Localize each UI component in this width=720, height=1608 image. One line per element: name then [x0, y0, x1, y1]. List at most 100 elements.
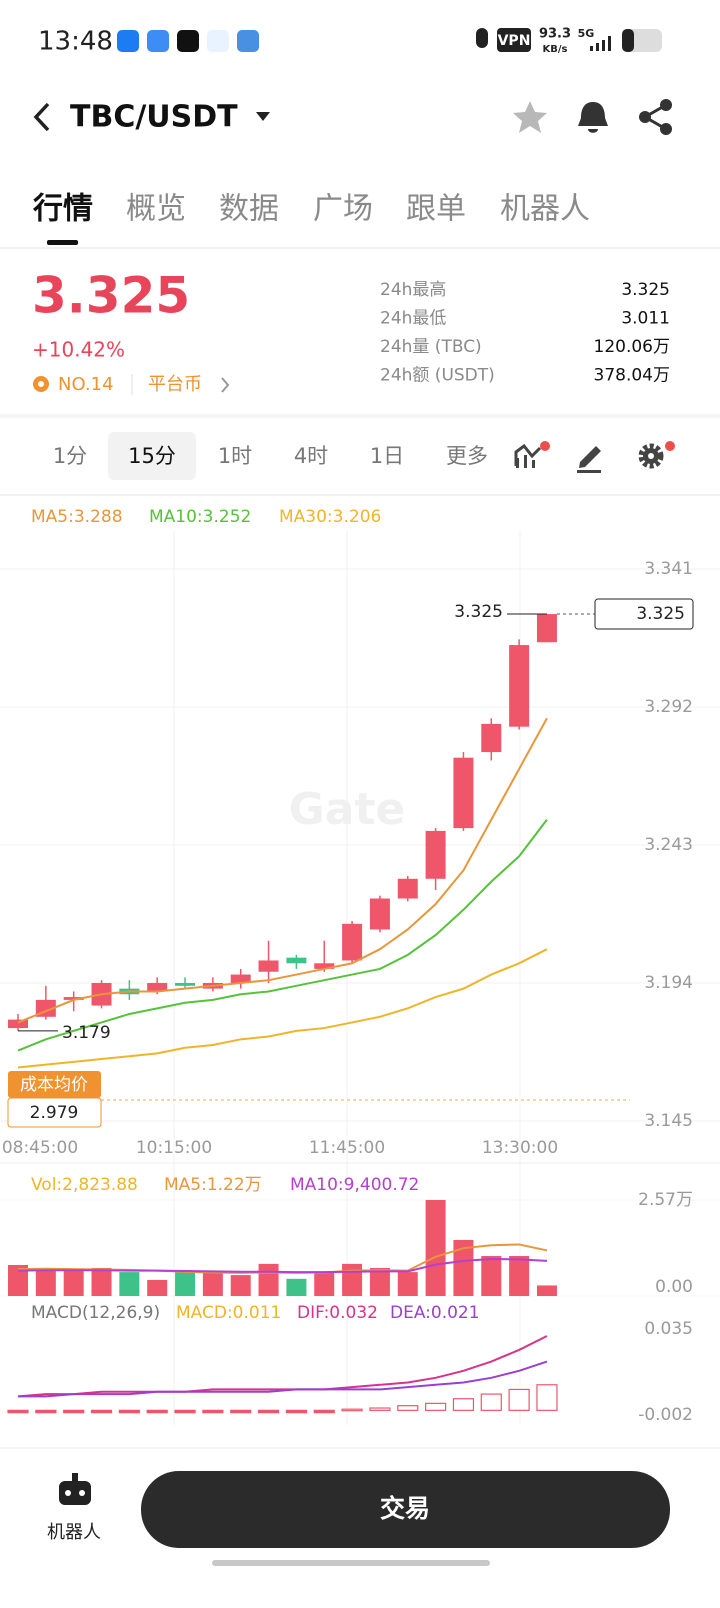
cost-label-box [8, 1071, 101, 1098]
last-price: 3.325 [32, 267, 190, 325]
interval[interactable]: 1时 [218, 444, 252, 468]
x-tick-label: 11:45:00 [309, 1138, 385, 1158]
candle-body [147, 983, 168, 992]
y-tick-label: 3.194 [644, 973, 693, 993]
tab[interactable]: 行情 [32, 192, 93, 227]
macd-bar [257, 1409, 280, 1414]
interval[interactable]: 4时 [294, 444, 328, 468]
back-button[interactable] [33, 102, 50, 132]
candle-body [369, 898, 390, 930]
ma-label: MA30:3.206 [279, 507, 381, 527]
volume-bar [63, 1269, 84, 1296]
macd-bar [313, 1409, 335, 1414]
interval[interactable]: 1日 [370, 444, 404, 468]
macd-line [17, 1335, 548, 1398]
pair-dropdown[interactable] [256, 112, 270, 121]
stat-value: 3.011 [621, 309, 670, 329]
volume-bar [286, 1278, 307, 1296]
volume-label: MA10:9,400.72 [290, 1175, 419, 1195]
ma-line [17, 717, 548, 1024]
y-tick-label: 3.341 [644, 559, 693, 579]
trade-label[interactable]: 交易 [380, 1494, 430, 1523]
volume-bar [119, 1272, 140, 1296]
tab[interactable]: 广场 [313, 192, 373, 227]
candle-body [286, 957, 307, 964]
macd-label: DEA:0.021 [390, 1303, 480, 1323]
candle-body [397, 878, 418, 899]
watermark: Gate [289, 784, 406, 835]
price-change: +10.42% [32, 338, 125, 362]
macd-bar [118, 1409, 140, 1414]
last-price-tag: 3.325 [636, 604, 685, 624]
app-icon [207, 30, 229, 52]
vpn-label: VPN [498, 33, 531, 49]
macd-label: DIF:0.032 [297, 1303, 378, 1323]
macd-bar [341, 1408, 363, 1412]
candle-body [63, 997, 84, 1000]
rank: NO.14 [58, 374, 114, 395]
draw-button[interactable] [577, 446, 601, 473]
tab[interactable]: 机器人 [500, 192, 590, 227]
y-tick-label: 0.035 [644, 1319, 693, 1339]
macd-label: MACD:0.011 [176, 1303, 281, 1323]
stat-label: 24h最高 [380, 280, 446, 300]
trade-button[interactable] [141, 1471, 670, 1548]
tab[interactable]: 数据 [219, 192, 279, 227]
macd-bar [90, 1409, 113, 1414]
tab[interactable]: 跟单 [406, 192, 466, 227]
macd-bar [508, 1388, 530, 1411]
volume-bar [91, 1267, 112, 1296]
share-button[interactable] [639, 99, 672, 135]
candle-body [8, 1019, 28, 1029]
ma-label: MA5:3.288 [31, 507, 123, 527]
volume-bar [175, 1272, 196, 1296]
tab[interactable]: 概览 [126, 192, 186, 227]
candle-body [509, 645, 530, 727]
mic-icon [476, 28, 488, 48]
high-marker: 3.325 [454, 602, 503, 622]
pair-title[interactable]: TBC/USDT [70, 100, 238, 135]
robot-label[interactable]: 机器人 [47, 1522, 101, 1543]
macd-bar [425, 1402, 447, 1411]
tab-indicator [47, 240, 78, 245]
volume-bar [230, 1275, 251, 1296]
low-marker: 3.179 [62, 1023, 111, 1043]
interval[interactable]: 更多 [446, 444, 488, 468]
stat-label: 24h量 (TBC) [380, 337, 482, 357]
candle-body [425, 830, 446, 879]
candle-body [230, 974, 251, 983]
cost-value: 2.979 [30, 1103, 79, 1123]
macd-bar [146, 1409, 168, 1414]
volume-label: MA5:1.22万 [164, 1175, 262, 1195]
macd-bar [35, 1409, 57, 1414]
net-speed-unit: KB/s [543, 44, 568, 55]
interval[interactable]: 15分 [128, 444, 176, 468]
ma-line [17, 948, 548, 1069]
ma-label: MA10:3.252 [149, 507, 251, 527]
rank-icon-dot [38, 381, 44, 387]
interval[interactable]: 1分 [53, 444, 87, 468]
volume-bar [35, 1267, 56, 1296]
cost-label: 成本均价 [20, 1075, 88, 1095]
indicator-button[interactable] [514, 441, 550, 468]
candle-body [453, 757, 474, 829]
settings-button[interactable] [638, 441, 675, 469]
macd-bar [536, 1384, 558, 1411]
macd-bar [202, 1409, 224, 1414]
tag-arrow[interactable] [221, 377, 230, 393]
robot-icon[interactable] [59, 1473, 91, 1505]
favorite-button[interactable] [513, 101, 547, 133]
x-tick-label: 08:45:00 [2, 1138, 78, 1158]
stat-label: 24h额 (USDT) [380, 366, 495, 386]
stat-value: 378.04万 [594, 366, 670, 386]
candle-body [342, 923, 363, 961]
macd-bar [174, 1409, 196, 1414]
volume-bar [509, 1256, 530, 1296]
tag[interactable]: 平台币 [148, 374, 202, 395]
stat-label: 24h最低 [380, 309, 446, 329]
divider [0, 414, 720, 418]
volume-ma-line [17, 1258, 548, 1274]
alert-button[interactable] [578, 102, 608, 133]
x-tick-label: 10:15:00 [136, 1138, 212, 1158]
